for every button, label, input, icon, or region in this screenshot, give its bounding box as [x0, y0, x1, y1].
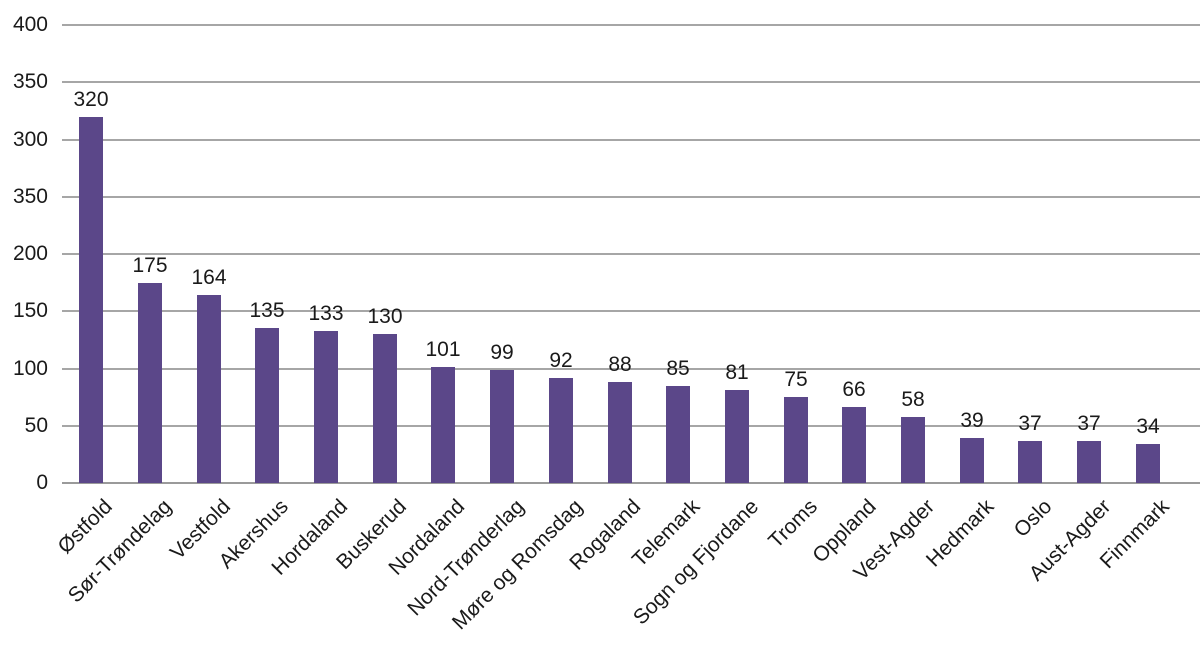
bar	[197, 295, 221, 483]
bar	[314, 331, 338, 483]
bar	[138, 283, 162, 483]
bar-value-label: 135	[249, 299, 285, 322]
bar	[725, 390, 749, 483]
bar-value-label: 164	[191, 266, 227, 289]
bar	[842, 407, 866, 483]
y-tick-label: 0	[36, 471, 48, 494]
bar-value-label: 175	[132, 254, 168, 277]
bar	[431, 367, 455, 483]
y-tick-label: 200	[12, 242, 48, 265]
x-tick-label: Oslo	[1009, 495, 1057, 542]
bar-value-label: 81	[725, 361, 749, 384]
bar-value-label: 66	[842, 378, 866, 401]
bar-value-label: 101	[425, 338, 461, 361]
gridline	[62, 24, 1200, 26]
gridline	[62, 368, 1200, 370]
bar	[549, 378, 573, 483]
bar	[79, 117, 103, 483]
bar	[1018, 441, 1042, 483]
gridline	[62, 253, 1200, 255]
bar	[1136, 444, 1160, 483]
bar-value-label: 34	[1136, 415, 1160, 438]
x-tick-label: Sør-Trøndelag	[63, 495, 177, 608]
y-tick-label: 350	[12, 185, 48, 208]
bar-value-label: 85	[666, 357, 690, 380]
bar-value-label: 92	[549, 349, 573, 372]
bar	[960, 438, 984, 483]
gridline	[62, 196, 1200, 198]
gridline	[62, 139, 1200, 141]
bar	[901, 417, 925, 483]
bar-value-label: 58	[901, 388, 925, 411]
bar-value-label: 37	[1077, 412, 1101, 435]
bar-value-label: 75	[784, 368, 808, 391]
y-tick-label: 300	[12, 128, 48, 151]
bar	[608, 382, 632, 483]
y-tick-label: 350	[12, 70, 48, 93]
y-tick-label: 150	[12, 299, 48, 322]
bar	[373, 334, 397, 483]
bar-value-label: 37	[1018, 412, 1042, 435]
bar	[1077, 441, 1101, 483]
gridline	[62, 310, 1200, 312]
gridline	[62, 482, 1200, 484]
bar-value-label: 320	[73, 88, 109, 111]
bar	[255, 328, 279, 483]
y-tick-label: 50	[24, 414, 48, 437]
y-tick-label: 100	[12, 357, 48, 380]
bar-value-label: 88	[608, 353, 632, 376]
bar-value-label: 39	[960, 409, 984, 432]
bar	[490, 370, 514, 483]
bar-value-label: 133	[308, 302, 344, 325]
y-tick-label: 400	[12, 13, 48, 36]
bar	[666, 386, 690, 483]
gridline	[62, 81, 1200, 83]
bar-value-label: 99	[490, 341, 514, 364]
bar	[784, 397, 808, 483]
bar-value-label: 130	[367, 305, 403, 328]
